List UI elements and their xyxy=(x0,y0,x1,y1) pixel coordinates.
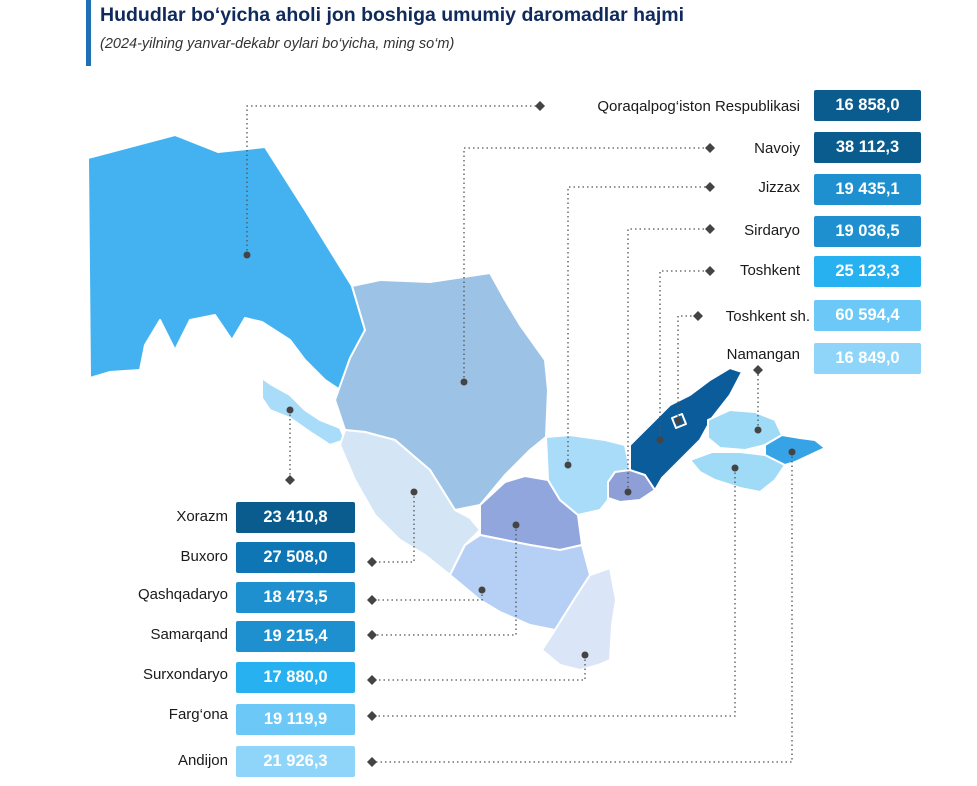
region-value-sirdaryo: 19 036,5 xyxy=(814,216,921,247)
region-value-toshkent-city: 60 594,4 xyxy=(814,300,921,331)
marker-fargona xyxy=(731,464,739,472)
leader-navoiy xyxy=(463,147,710,382)
region-label-jizzax: Jizzax xyxy=(758,179,800,196)
region-value-qoraqalpogiston: 16 858,0 xyxy=(814,90,921,121)
region-label-fargona: Farg‘ona xyxy=(168,706,228,723)
leader-andijon xyxy=(372,452,793,763)
region-fargona[interactable] xyxy=(689,451,786,493)
marker-qashqadaryo xyxy=(478,586,486,594)
region-value-samarqand: 19 215,4 xyxy=(236,621,355,652)
region-label-namangan: Namangan xyxy=(726,346,800,363)
diamond-qashqadaryo xyxy=(367,595,377,605)
region-value-surxondaryo: 17 880,0 xyxy=(236,662,355,693)
diamond-navoiy xyxy=(705,143,715,153)
region-label-andijon: Andijon xyxy=(177,752,228,769)
region-label-buxoro: Buxoro xyxy=(180,548,228,565)
leader-samarqand xyxy=(372,525,517,636)
region-value-andijon: 21 926,3 xyxy=(236,746,355,777)
diamond-andijon xyxy=(367,757,377,767)
region-label-toshkent: Toshkent xyxy=(739,262,800,279)
diamond-fargona xyxy=(367,711,377,721)
region-qoraqalpogiston[interactable] xyxy=(87,134,366,401)
leader-fargona xyxy=(372,468,736,717)
diamond-surxondaryo xyxy=(367,675,377,685)
region-toshkent[interactable] xyxy=(629,367,743,491)
region-value-jizzax: 19 435,1 xyxy=(814,174,921,205)
region-navoiy[interactable] xyxy=(334,272,549,511)
marker-namangan xyxy=(754,426,762,434)
page-title: Hududlar bo‘yicha aholi jon boshiga umum… xyxy=(100,4,685,26)
region-value-navoiy: 38 112,3 xyxy=(814,132,921,163)
diamond-buxoro xyxy=(367,557,377,567)
diamond-toshkent xyxy=(705,266,715,276)
region-label-surxondaryo: Surxondaryo xyxy=(142,666,228,683)
region-value-qashqadaryo: 18 473,5 xyxy=(236,582,355,613)
region-label-qoraqalpogiston: Qoraqalpog‘iston Respublikasi xyxy=(597,98,800,115)
page-subtitle: (2024-yilning yanvar-dekabr oylari bo‘yi… xyxy=(100,36,455,52)
region-value-fargona: 19 119,9 xyxy=(236,704,355,735)
diamond-qoraqalpogiston xyxy=(535,101,545,111)
diamond-sirdaryo xyxy=(705,224,715,234)
marker-toshkent xyxy=(656,436,664,444)
leader-surxondaryo xyxy=(372,655,586,681)
leader-buxoro xyxy=(372,492,415,563)
region-xorazm[interactable] xyxy=(261,377,346,446)
region-surxondaryo[interactable] xyxy=(541,567,617,671)
leader-toshkent-city xyxy=(677,315,698,421)
region-andijon[interactable] xyxy=(764,434,826,466)
region-label-xorazm: Xorazm xyxy=(176,508,228,525)
region-label-samarqand: Samarqand xyxy=(150,626,228,643)
region-label-navoiy: Navoiy xyxy=(754,140,800,157)
marker-surxondaryo xyxy=(581,651,589,659)
region-value-buxoro: 27 508,0 xyxy=(236,542,355,573)
leader-qoraqalpogiston xyxy=(246,105,540,255)
diamond-samarqand xyxy=(367,630,377,640)
marker-buxoro xyxy=(410,488,418,496)
title-accent-bar xyxy=(86,0,91,66)
diamond-namangan xyxy=(753,365,763,375)
map-leaders xyxy=(246,105,793,763)
diamond-toshkent-city xyxy=(693,311,703,321)
diamond-xorazm xyxy=(285,475,295,485)
region-value-namangan: 16 849,0 xyxy=(814,343,921,374)
leader-qashqadaryo xyxy=(372,590,483,601)
map-marker-dots xyxy=(243,251,796,659)
marker-samarqand xyxy=(512,521,520,529)
region-label-toshkent-city: Toshkent sh. xyxy=(725,308,810,325)
leader-end-diamonds xyxy=(285,101,763,767)
marker-toshkent-city xyxy=(674,417,682,425)
marker-xorazm xyxy=(286,406,294,414)
map-regions xyxy=(87,134,826,671)
region-label-qashqadaryo: Qashqadaryo xyxy=(137,586,228,603)
region-label-sirdaryo: Sirdaryo xyxy=(744,222,800,239)
region-value-toshkent: 25 123,3 xyxy=(814,256,921,287)
marker-qoraqalpogiston xyxy=(243,251,251,259)
marker-andijon xyxy=(788,448,796,456)
region-value-xorazm: 23 410,8 xyxy=(236,502,355,533)
diamond-jizzax xyxy=(705,182,715,192)
marker-sirdaryo xyxy=(624,488,632,496)
region-qashqadaryo[interactable] xyxy=(449,534,591,631)
marker-jizzax xyxy=(564,461,572,469)
marker-navoiy xyxy=(460,378,468,386)
